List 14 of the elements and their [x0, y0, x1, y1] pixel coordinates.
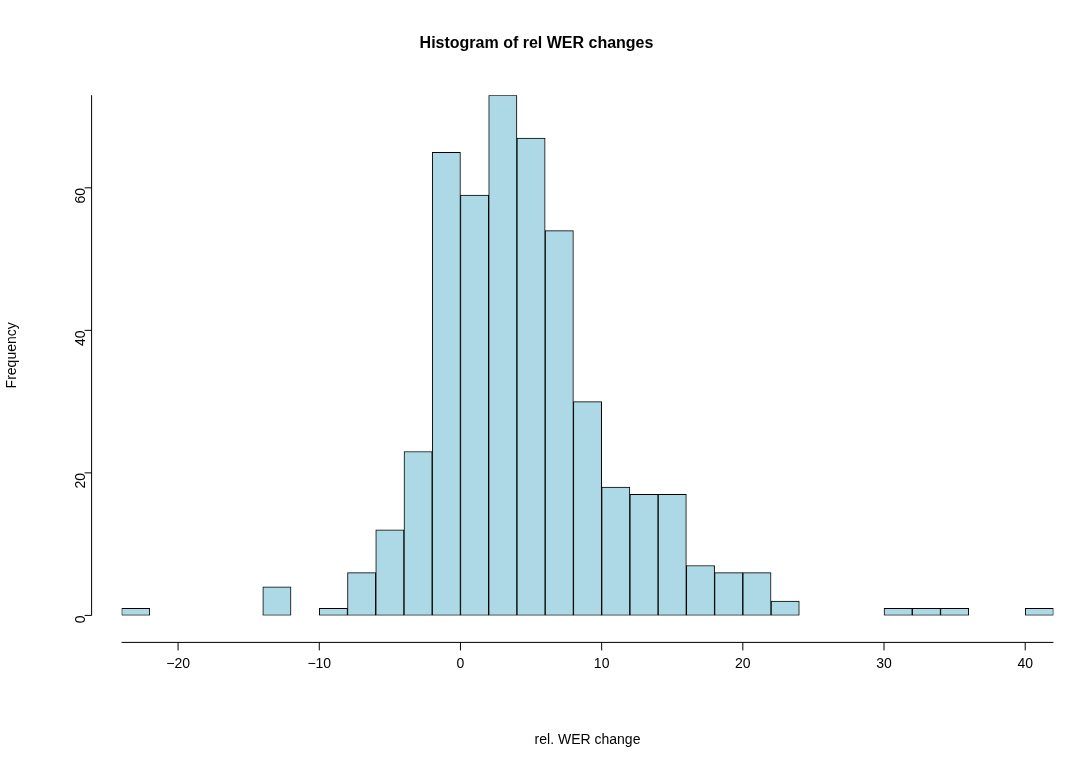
x-tick-label: −20 — [166, 654, 191, 671]
x-axis-title: rel. WER change — [534, 731, 641, 748]
x-tick-label: −10 — [307, 654, 332, 671]
x-tick-label: 30 — [876, 654, 893, 671]
y-tick-label: 40 — [72, 330, 89, 346]
x-tick-label: 0 — [456, 654, 465, 671]
x-tick-label: 20 — [735, 654, 751, 671]
y-tick-label: 20 — [72, 472, 89, 489]
x-tick-label: 10 — [593, 654, 610, 671]
chart-title: Histogram of rel WER changes — [419, 34, 654, 52]
y-tick-label: 60 — [72, 187, 89, 204]
y-tick-label: 0 — [72, 615, 89, 624]
x-tick-label: 40 — [1017, 654, 1034, 671]
y-axis-title: Frequency — [3, 322, 20, 389]
